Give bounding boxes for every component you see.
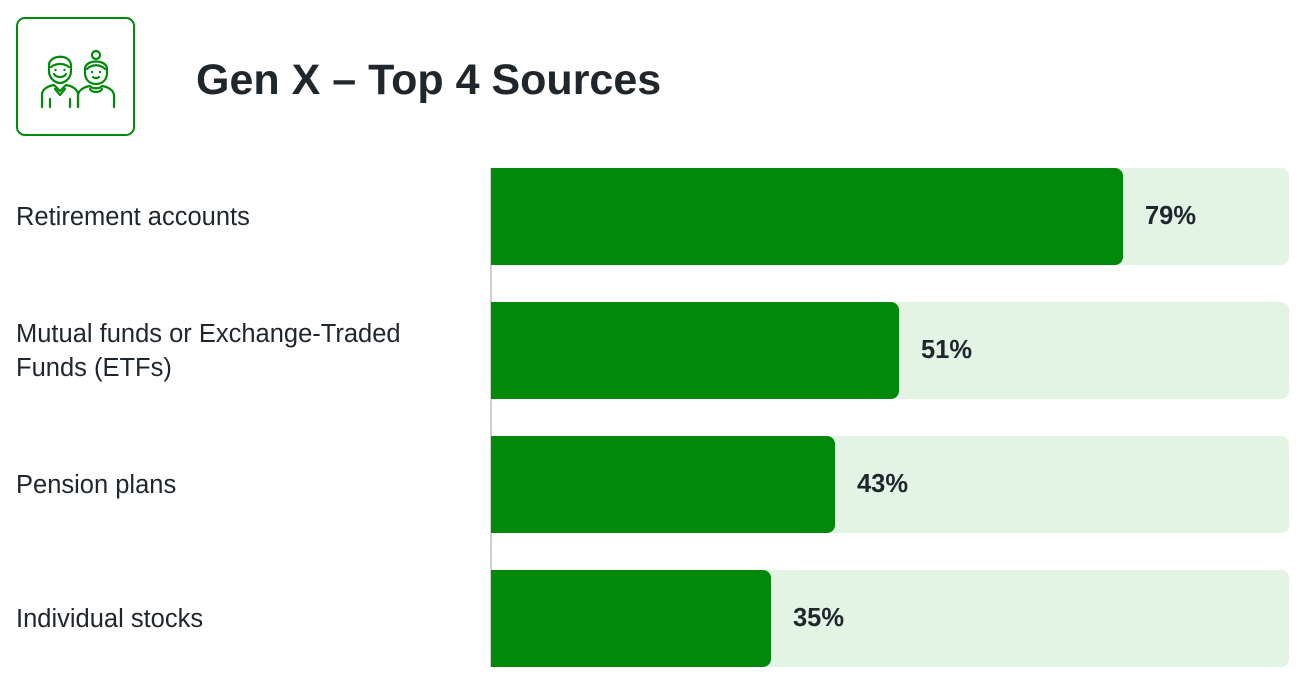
value-label: 35% <box>793 604 845 632</box>
bar-row: Mutual funds or Exchange-Traded Funds (E… <box>0 302 1300 399</box>
bar <box>491 570 771 667</box>
category-label: Mutual funds or Exchange-Traded Funds (E… <box>16 319 401 382</box>
bar-row: Pension plans 43% <box>0 436 1300 533</box>
bar-row: Retirement accounts 79% <box>0 168 1300 265</box>
header-icon-box <box>16 17 135 136</box>
category-label: Retirement accounts <box>16 202 250 231</box>
bar <box>491 436 835 533</box>
value-label: 79% <box>1145 202 1197 230</box>
category-label: Pension plans <box>16 470 177 499</box>
couple-people-icon <box>40 49 116 109</box>
value-label: 51% <box>921 336 973 364</box>
value-label: 43% <box>857 470 909 498</box>
bar <box>491 168 1123 265</box>
category-axis-line <box>490 168 492 667</box>
bar <box>491 302 899 399</box>
bar-row: Individual stocks 35% <box>0 570 1300 667</box>
page-title: Gen X – Top 4 Sources <box>196 56 662 104</box>
category-label: Individual stocks <box>16 604 204 633</box>
